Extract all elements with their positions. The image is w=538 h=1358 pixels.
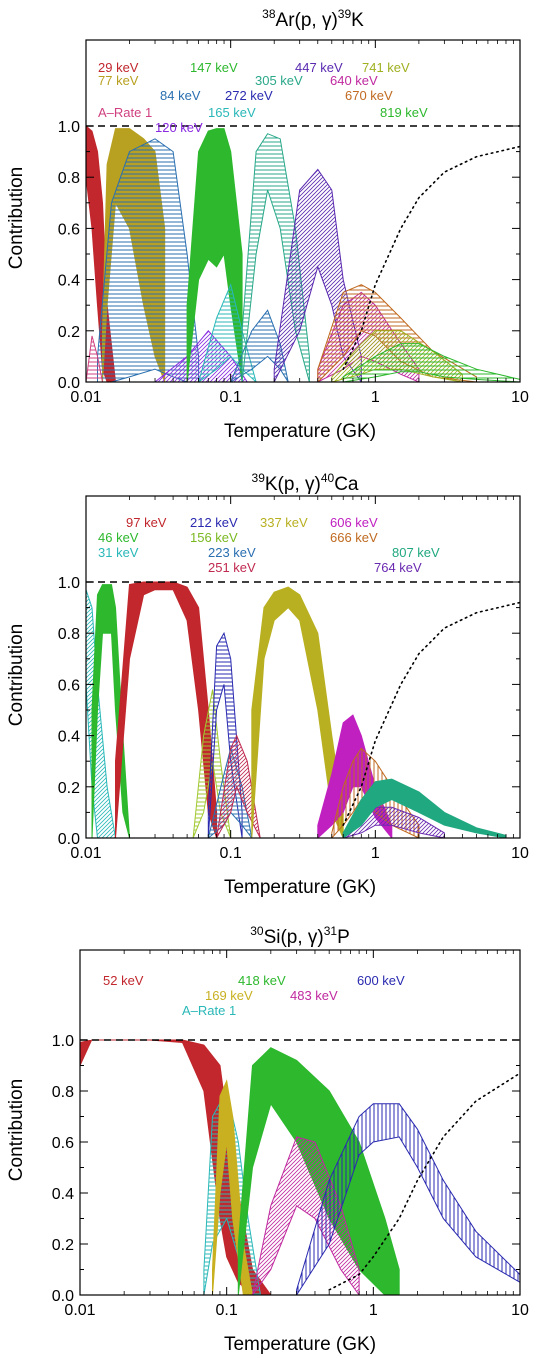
band-212-kev	[207, 631, 243, 838]
annotation-77-kev: 77 keV	[98, 73, 139, 88]
y-tick-label: 1.0	[52, 1033, 74, 1050]
bands-0	[86, 125, 520, 382]
annotation-212-kev: 212 keV	[190, 515, 238, 530]
y-tick-label: 0.6	[52, 1135, 74, 1152]
panel-3-x-axis-label: Temperature (GK)	[224, 1334, 376, 1355]
annotation-807-kev: 807 keV	[392, 545, 440, 560]
annotation-165-kev: 165 keV	[208, 105, 256, 120]
band-305-kev	[241, 133, 310, 382]
panel-3-title: 30Si(p, γ)31P	[250, 924, 350, 948]
x-tick-label: 1	[369, 1302, 378, 1319]
plot-frame	[79, 949, 521, 1296]
x-tick-label: 0.1	[220, 389, 242, 406]
bands-2	[80, 1039, 520, 1295]
band-272-kev	[230, 309, 289, 382]
y-tick-label: 0.2	[52, 1237, 74, 1254]
y-tick-label: 0.4	[58, 729, 80, 746]
x-tick-label: 0.1	[216, 1302, 238, 1319]
annotation-305-kev: 305 keV	[255, 73, 303, 88]
total-curve	[342, 145, 520, 370]
annotation-606-kev: 606 keV	[330, 515, 378, 530]
annotation-666-kev: 666 keV	[330, 530, 378, 545]
annotation-670-kev: 670 keV	[345, 88, 393, 103]
y-tick-label: 0.8	[58, 170, 80, 187]
panel-1-title: 38Ar(p, γ)39K	[262, 7, 364, 31]
panel-2-x-axis-label: Temperature (GK)	[224, 877, 376, 898]
annotation-147-kev: 147 keV	[190, 60, 238, 75]
y-tick-label: 1.0	[58, 575, 80, 592]
annotation-84-kev: 84 keV	[160, 88, 201, 103]
annotation-483-kev: 483 keV	[290, 988, 338, 1003]
annotation-223-kev: 223 keV	[208, 545, 256, 560]
annotation-a-rate-1: A–Rate 1	[182, 1003, 236, 1018]
annotation-418-kev: 418 keV	[238, 973, 286, 988]
annotation-741-kev: 741 keV	[362, 60, 410, 75]
y-tick-label: 1.0	[58, 119, 80, 136]
y-tick-label: 0.8	[52, 1084, 74, 1101]
annotation-31-kev: 31 keV	[98, 545, 139, 560]
band-600-kev	[296, 1103, 520, 1295]
x-tick-label: 0.01	[64, 1302, 95, 1319]
x-tick-label: 0.01	[70, 845, 101, 862]
panel-2-plot: 0.0 0.2 0.4 0.6 0.8 1.0 0.01 0.1 1 10 97 keV 212 ke…	[58, 495, 529, 862]
annotation-52-kev: 52 keV	[103, 973, 144, 988]
band-a-rate-1	[86, 335, 104, 382]
annotation-337-kev: 337 keV	[260, 515, 308, 530]
panel-1-x-axis-label: Temperature (GK)	[224, 421, 376, 442]
annotation-640-kev: 640 keV	[330, 73, 378, 88]
annotation-764-kev: 764 keV	[374, 560, 422, 575]
x-tick-label: 1	[371, 389, 380, 406]
band-819-kev	[342, 343, 520, 382]
y-tick-label: 0.2	[58, 324, 80, 341]
y-tick-label: 0.6	[58, 677, 80, 694]
panel-2-y-axis-label: Contribution	[6, 624, 27, 726]
band-147-kev	[186, 128, 243, 382]
band-84-kev	[97, 138, 200, 382]
band-97-kev	[115, 581, 218, 838]
y-tick-label: 0.0	[52, 1288, 74, 1305]
y-tick-label: 0.2	[58, 780, 80, 797]
bands-1	[86, 581, 520, 838]
panel-3-y-axis-label: Contribution	[6, 1079, 27, 1181]
x-tick-label: 10	[511, 845, 529, 862]
x-tick-label: 1	[371, 845, 380, 862]
y-tick-label: 0.8	[58, 626, 80, 643]
panel-2: 39K(p, γ)40Ca 0.0 0.2 0.4 0.6 0.8 1.0 0.01 0.1 1…	[6, 471, 529, 898]
panel-1: 38Ar(p, γ)39K 0.0 0.2 0.4 0.6 0.8 1.0 0.01 0.1 1…	[6, 7, 529, 442]
total-curve	[342, 601, 520, 826]
y-tick-label: 0.6	[58, 221, 80, 238]
x-tick-label: 10	[511, 1302, 529, 1319]
y-tick-label: 0.4	[58, 273, 80, 290]
x-tick-label: 0.01	[70, 389, 101, 406]
y-tick-label: 0.0	[58, 831, 80, 848]
annotation-169-kev: 169 keV	[205, 988, 253, 1003]
panel-1-y-axis-label: Contribution	[6, 167, 27, 269]
panel-2-title: 39K(p, γ)40Ca	[252, 471, 359, 495]
x-tick-label: 10	[511, 389, 529, 406]
panel-3-plot: 0.0 0.2 0.4 0.6 0.8 1.0 0.01 0.1 1 10 52 keV 418 ke…	[52, 949, 529, 1319]
band-120-kev	[154, 330, 248, 382]
plot-frame	[85, 495, 521, 839]
annotation-156-kev: 156 keV	[190, 530, 238, 545]
annotation-97-kev: 97 keV	[126, 515, 167, 530]
annotation-447-kev: 447 keV	[295, 60, 343, 75]
band-46-kev	[91, 584, 130, 838]
annotation-251-kev: 251 keV	[208, 560, 256, 575]
annotation-600-kev: 600 keV	[357, 973, 405, 988]
x-tick-label: 0.1	[220, 845, 242, 862]
annotation-46-kev: 46 keV	[98, 530, 139, 545]
y-tick-label: 0.4	[52, 1186, 74, 1203]
annotation-29-kev: 29 keV	[98, 60, 139, 75]
band-807-kev	[342, 778, 507, 838]
plot-frame	[85, 39, 521, 383]
band-251-kev	[216, 734, 261, 838]
panel-3: 30Si(p, γ)31P 0.0 0.2 0.4 0.6 0.8 1.0 0.01 0.1 1…	[6, 924, 529, 1355]
annotation-120-kev: 120 keV	[155, 120, 203, 135]
annotation-a-rate-1: A–Rate 1	[98, 105, 152, 120]
annotation-272-kev: 272 keV	[225, 88, 273, 103]
annotation-819-kev: 819 keV	[380, 105, 428, 120]
y-tick-label: 0.0	[58, 375, 80, 392]
